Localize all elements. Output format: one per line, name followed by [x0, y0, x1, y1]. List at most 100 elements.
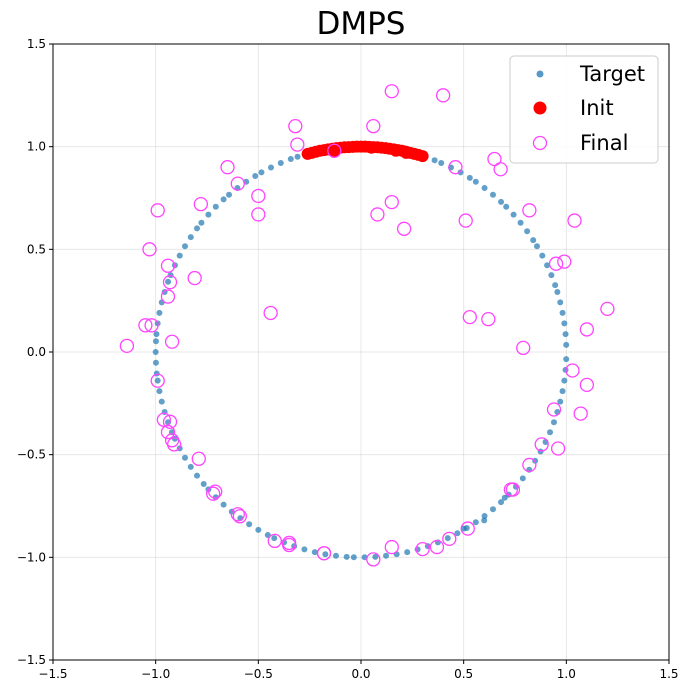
final-point — [164, 433, 180, 448]
target-point — [287, 156, 294, 163]
final-point — [565, 363, 580, 378]
target-point — [277, 159, 284, 166]
target-point — [165, 278, 172, 285]
target-point — [343, 553, 350, 560]
y-tick-label: −1.5 — [17, 653, 46, 667]
final-point — [220, 160, 235, 175]
target-point — [372, 553, 379, 560]
target-point — [176, 252, 183, 259]
y-tick-label: −0.5 — [17, 448, 46, 462]
final-point — [396, 221, 412, 236]
target-point — [550, 419, 557, 426]
target-point — [501, 494, 508, 501]
final-point — [384, 84, 399, 99]
final-point — [481, 311, 496, 327]
target-point — [481, 512, 488, 519]
final-point — [138, 318, 153, 333]
target-point — [547, 429, 554, 436]
target-point — [559, 388, 566, 395]
final-point — [557, 254, 572, 269]
target-point — [205, 211, 212, 218]
final-point — [160, 258, 176, 273]
x-tick-label: 1.0 — [557, 667, 576, 681]
target-point — [226, 191, 233, 198]
target-point — [181, 243, 188, 250]
x-tick-label: 1.5 — [659, 667, 678, 681]
target-point — [350, 554, 357, 561]
target-point — [530, 237, 537, 244]
target-point — [198, 219, 205, 226]
init-point — [416, 150, 429, 163]
target-point — [294, 153, 301, 160]
final-point — [208, 484, 223, 499]
legend-marker-final — [532, 135, 548, 151]
final-point — [370, 207, 385, 222]
target-point — [548, 272, 555, 279]
target-point — [154, 377, 161, 384]
final-point — [429, 539, 445, 555]
final-point — [505, 482, 521, 497]
final-point — [288, 118, 303, 134]
target-point — [557, 299, 564, 306]
final-point — [230, 507, 245, 522]
x-tick-label: −0.5 — [244, 667, 273, 681]
target-point — [444, 535, 451, 542]
target-point — [552, 282, 559, 289]
final-point — [448, 160, 463, 175]
target-point — [457, 169, 464, 176]
target-point — [246, 521, 253, 528]
y-tick-label: 1.5 — [27, 37, 46, 51]
target-point — [361, 554, 368, 561]
x-tick-label: −1.0 — [141, 667, 170, 681]
final-point — [251, 188, 266, 204]
target-point — [212, 203, 219, 210]
y-tick-label: −1.0 — [17, 550, 46, 564]
final-point — [516, 340, 531, 356]
target-point — [517, 219, 524, 226]
target-point — [153, 331, 160, 338]
target-point — [220, 501, 227, 508]
target-point — [152, 338, 159, 345]
target-point — [466, 174, 473, 181]
final-point — [156, 412, 172, 427]
final-point — [548, 256, 564, 271]
target-point — [557, 398, 564, 405]
y-tick-label: 1.0 — [27, 140, 46, 154]
final-point — [267, 533, 282, 549]
target-point — [563, 356, 570, 363]
target-point — [534, 243, 541, 250]
final-point — [366, 118, 381, 134]
legend-marker-init — [533, 101, 547, 115]
final-point — [384, 194, 399, 210]
final-point — [600, 301, 615, 317]
final-point — [487, 151, 502, 167]
final-point — [327, 143, 342, 158]
target-point — [510, 211, 517, 218]
final-point — [164, 334, 180, 349]
final-point — [251, 207, 266, 222]
final-point — [573, 406, 588, 421]
target-point — [194, 472, 201, 479]
final-point — [119, 338, 135, 353]
target-point — [544, 262, 551, 269]
target-point — [481, 517, 488, 524]
init-point — [365, 141, 378, 154]
final-point — [546, 402, 562, 417]
final-point — [160, 289, 176, 304]
target-point — [481, 185, 488, 192]
final-point — [415, 541, 430, 557]
target-point — [301, 546, 308, 553]
final-point — [191, 451, 206, 466]
final-point — [534, 437, 549, 452]
target-point — [158, 398, 165, 405]
target-point — [322, 551, 329, 558]
target-point — [554, 288, 561, 295]
final-point — [458, 213, 473, 228]
final-point — [579, 377, 595, 393]
target-point — [431, 157, 438, 164]
final-point — [230, 176, 245, 191]
final-point — [187, 270, 202, 286]
final-point — [384, 539, 399, 555]
final-point — [162, 275, 178, 290]
y-tick-label: 0.0 — [27, 345, 46, 359]
